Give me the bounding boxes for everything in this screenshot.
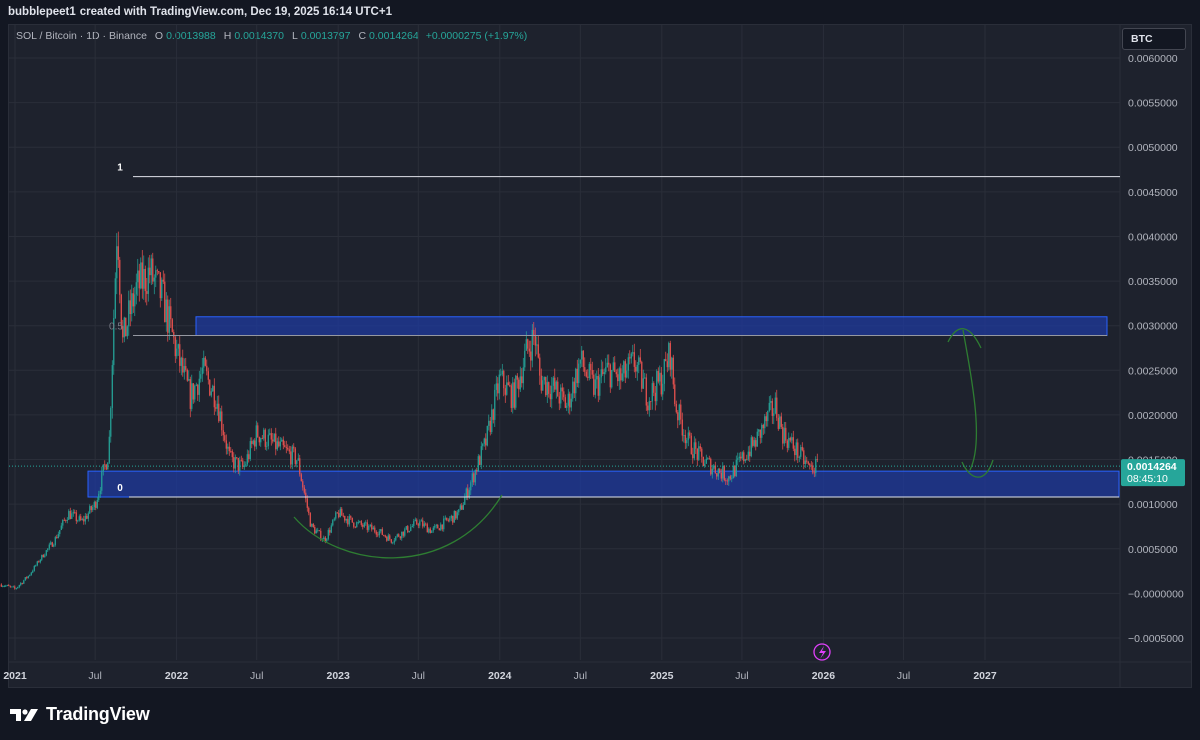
open-label: O	[154, 30, 164, 42]
low-value: 0.0013797	[300, 30, 351, 42]
close-value: 0.0014264	[369, 30, 419, 42]
tradingview-logo-icon	[10, 708, 38, 721]
symbol-legend: SOL / Bitcoin · 1D · Binance O 0.0013988 …	[16, 30, 527, 42]
currency-button[interactable]: BTC	[1122, 28, 1186, 50]
symbol-title[interactable]: SOL / Bitcoin · 1D · Binance	[16, 30, 147, 42]
close-label: C	[358, 30, 367, 42]
footer	[0, 688, 1200, 740]
candle-body	[2, 586, 4, 587]
candle-body	[5, 585, 7, 587]
tradingview-logo[interactable]: TradingView	[10, 704, 150, 725]
candle-body	[0, 584, 2, 587]
header-bar: bubblepeet1 created with TradingView.com…	[0, 0, 1200, 24]
header-caption: created with TradingView.com, Dec 19, 20…	[79, 6, 392, 18]
chart-frame[interactable]	[8, 24, 1192, 688]
change-value: +0.0000275 (+1.97%)	[425, 30, 528, 42]
open-value: 0.0013988	[166, 30, 216, 42]
candle-body	[3, 586, 5, 587]
username[interactable]: bubblepeet1	[8, 6, 76, 18]
high-label: H	[223, 30, 232, 42]
brand-name: TradingView	[46, 704, 150, 724]
low-label: L	[291, 30, 298, 42]
high-value: 0.0014370	[234, 30, 284, 42]
